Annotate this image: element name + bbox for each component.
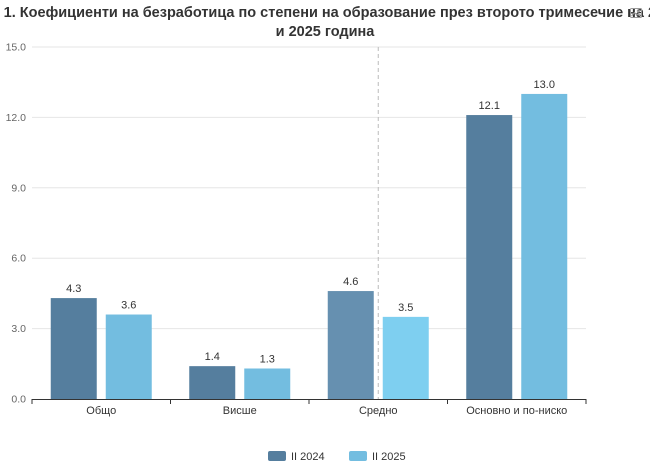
y-tick-label: 6.0 (11, 253, 26, 265)
bar-value-label: 3.6 (121, 300, 136, 312)
y-tick-label: 9.0 (11, 182, 26, 194)
y-tick-label: 3.0 (11, 323, 26, 335)
legend-swatch (268, 451, 286, 461)
chart-title-line1: Фиг. 1. Коефициенти на безработица по ст… (0, 5, 650, 21)
save-image-button[interactable] (628, 5, 644, 21)
chart-title: Фиг. 1. Коефициенти на безработица по ст… (0, 5, 650, 40)
bar-ii-2025[interactable] (382, 316, 429, 399)
chart-title-line2: и 2025 година (276, 24, 376, 40)
y-tick-label: 12.0 (6, 112, 27, 124)
legend-item-ii-2024[interactable]: II 2024 (268, 451, 325, 463)
bar-ii-2025[interactable] (105, 314, 152, 399)
axes: 0.0 3.0 6.0 9.0 12.0 15.0 Общо Висше Средно Основ… (6, 42, 587, 417)
bar-ii-2024[interactable] (50, 298, 97, 399)
x-category-label: Основно и по-ниско (466, 405, 567, 417)
legend-swatch (349, 451, 367, 461)
legend: II 2024 II 2025 (268, 451, 406, 463)
legend-label: II 2024 (291, 451, 325, 463)
bars (50, 93, 568, 399)
y-tick-label: 15.0 (6, 42, 27, 54)
bar-value-label: 3.5 (398, 302, 413, 314)
y-tick-label: 0.0 (11, 394, 26, 406)
bar-ii-2024[interactable] (466, 115, 513, 399)
bar-ii-2025[interactable] (521, 93, 568, 399)
legend-label: II 2025 (372, 451, 406, 463)
bar-ii-2025[interactable] (244, 368, 291, 399)
bar-value-label: 4.3 (66, 283, 81, 295)
legend-item-ii-2025[interactable]: II 2025 (349, 451, 406, 463)
bar-value-label: 12.1 (479, 100, 500, 112)
bar-value-label: 1.4 (205, 351, 220, 363)
bar-ii-2024[interactable] (189, 366, 236, 399)
x-category-label: Общо (86, 405, 116, 417)
bar-value-label: 1.3 (260, 353, 275, 365)
bar-value-label: 4.6 (343, 276, 358, 288)
data-labels: 4.3 3.6 1.4 1.3 4.6 3.5 12.1 13.0 (66, 79, 555, 366)
image-icon (630, 8, 642, 18)
x-category-label: Средно (359, 405, 398, 417)
bar-ii-2024[interactable] (327, 291, 374, 399)
x-category-label: Висше (223, 405, 257, 417)
bar-value-label: 13.0 (534, 79, 555, 91)
